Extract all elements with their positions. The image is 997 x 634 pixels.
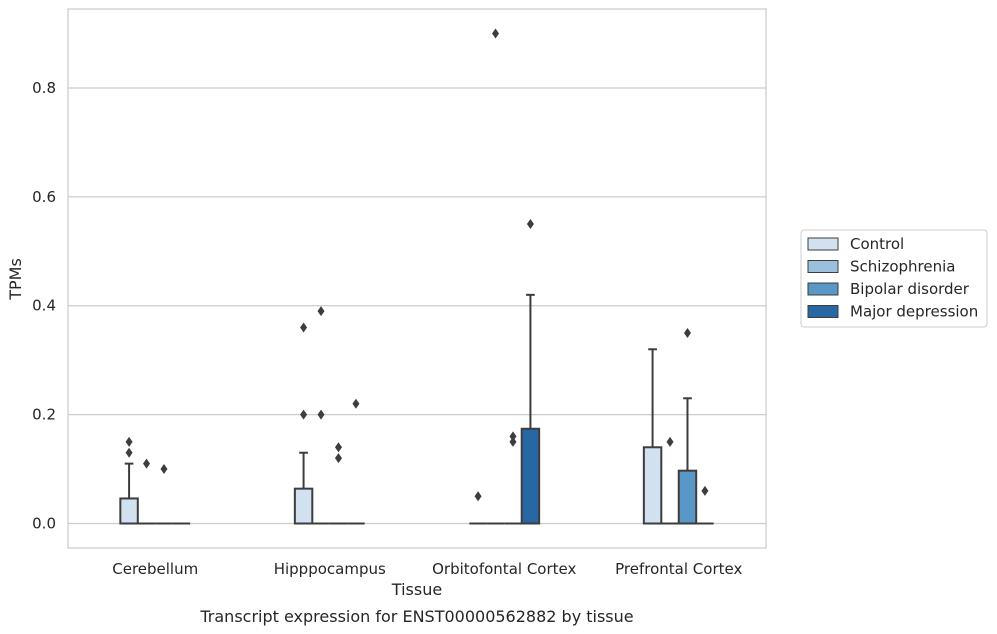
x-axis-title: Tissue	[391, 580, 442, 599]
outlier-point	[526, 219, 534, 230]
box-major-depression	[347, 398, 365, 525]
outlier-point	[474, 491, 482, 502]
box-major-depression	[520, 219, 541, 525]
legend-swatch	[807, 260, 839, 273]
box-schizophrenia	[312, 306, 330, 525]
y-tick-label: 0.4	[32, 297, 56, 315]
outlier-point	[334, 453, 342, 464]
outlier-point	[334, 442, 342, 453]
outlier-point	[160, 464, 168, 475]
outlier-point	[352, 398, 360, 409]
box-control	[119, 436, 139, 525]
y-tick-labels: 0.0 0.2 0.4 0.6 0.8	[32, 79, 56, 533]
legend-label: Major depression	[850, 303, 978, 321]
outlier-point	[683, 327, 691, 338]
outlier-point	[317, 409, 325, 420]
outlier-point	[317, 306, 325, 317]
outlier-point	[509, 436, 517, 447]
outlier-point	[509, 431, 517, 442]
box-bipolar-disorder	[677, 327, 698, 525]
outlier-point	[125, 436, 133, 447]
legend: Control Schizophrenia Bipolar disorder Majo…	[800, 229, 988, 328]
legend-label: Control	[850, 235, 904, 253]
outlier-point	[143, 458, 151, 469]
x-tick-label: Hipppocampus	[274, 560, 386, 578]
x-tick-label: Prefrontal Cortex	[615, 560, 742, 578]
box-control	[642, 348, 663, 525]
box-bipolar-disorder	[329, 442, 348, 525]
x-tick-labels: Cerebellum Hipppocampus Orbitofontal Corte…	[112, 560, 742, 578]
box-schizophrenia	[137, 458, 156, 525]
outlier-point	[300, 322, 308, 333]
chart-caption: Transcript expression for ENST0000056288…	[199, 607, 633, 626]
x-tick-label: Orbitofontal Cortex	[432, 560, 576, 578]
legend-label: Bipolar disorder	[850, 280, 970, 298]
box-body	[642, 446, 663, 525]
box-body	[520, 427, 541, 525]
outlier-point	[666, 436, 674, 447]
legend-swatch	[807, 282, 839, 296]
box-body	[293, 487, 314, 525]
box-schizophrenia	[486, 28, 505, 525]
legend-swatch	[807, 305, 839, 318]
outlier-point	[125, 447, 133, 458]
box-bipolar-disorder	[504, 431, 522, 525]
box-body	[119, 497, 139, 525]
outlier-point	[492, 28, 500, 39]
legend-frame	[800, 229, 988, 328]
box-control	[469, 491, 487, 525]
plot-area-frame	[67, 8, 767, 549]
boxes	[119, 28, 714, 525]
box-schizophrenia	[661, 436, 679, 525]
x-tick-label: Cerebellum	[112, 560, 198, 578]
legend-label: Schizophrenia	[850, 258, 955, 276]
box-bipolar-disorder	[155, 464, 173, 525]
y-tick-label: 0.8	[32, 79, 56, 97]
box-body	[677, 469, 698, 525]
legend-swatch	[807, 237, 839, 251]
box-control	[293, 322, 314, 525]
y-tick-label: 0.0	[32, 515, 56, 533]
outlier-point	[701, 485, 709, 496]
box-major-depression	[696, 485, 714, 525]
y-axis-title: TPMs	[6, 258, 25, 301]
y-tick-label: 0.6	[32, 188, 56, 206]
outlier-point	[300, 409, 308, 420]
y-tick-label: 0.2	[32, 406, 56, 424]
